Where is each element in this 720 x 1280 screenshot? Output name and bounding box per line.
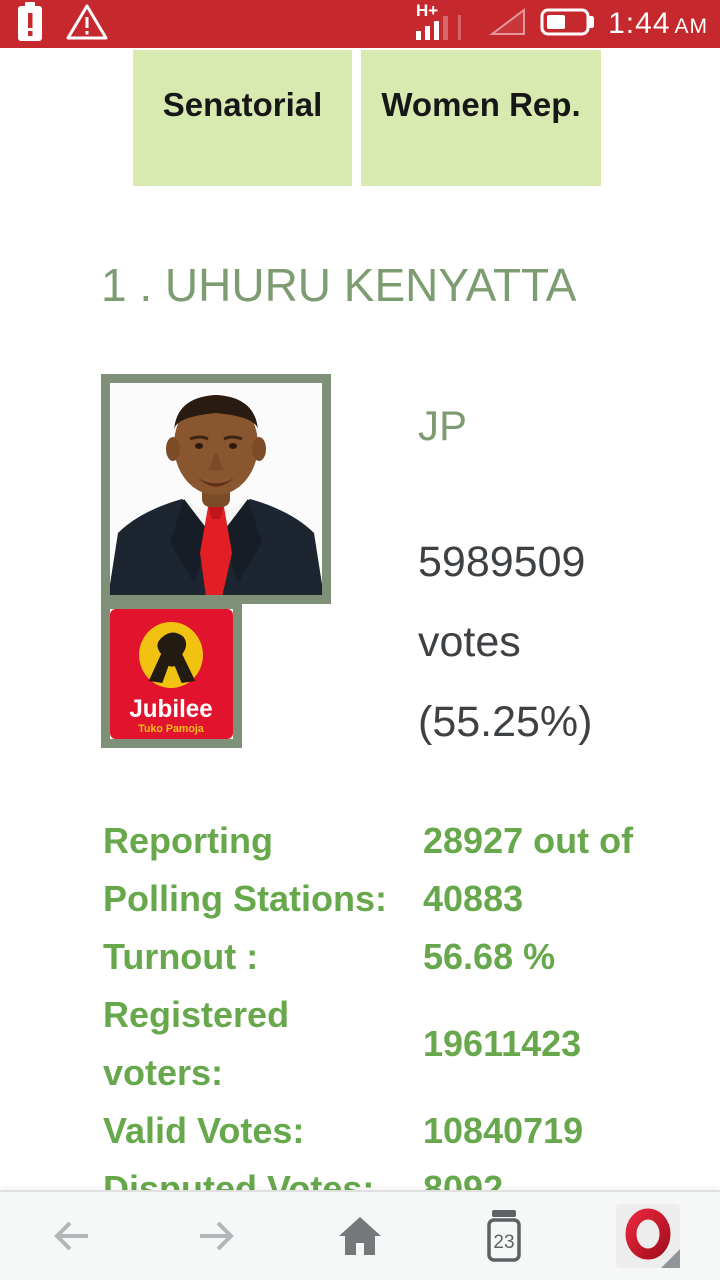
stat-row: Reporting Polling Stations: 28927 out of…	[103, 812, 703, 928]
tabs-icon: 23	[487, 1210, 521, 1262]
senatorial-button[interactable]: Senatorial	[133, 50, 352, 186]
party-slogan-label: Tuko Pamoja	[138, 723, 204, 735]
clock-period: AM	[674, 15, 708, 38]
stat-label: Registered voters:	[103, 994, 290, 1093]
party-code: JP	[418, 402, 468, 449]
battery-alert-icon	[16, 1, 44, 47]
stat-value: 10840719	[423, 1110, 584, 1151]
back-arrow-icon	[54, 1221, 88, 1251]
senatorial-button-label: Senatorial	[162, 86, 323, 123]
clock-time: 1:44 AM	[608, 7, 708, 40]
battery-level-icon	[540, 6, 596, 43]
tab-count-label: 23	[493, 1232, 514, 1253]
stat-label: Reporting Polling Stations:	[103, 820, 387, 919]
status-bar: H+ 1:44 AM	[0, 0, 720, 48]
stat-label: Turnout :	[103, 936, 259, 977]
party-name-label: Jubilee	[129, 696, 212, 723]
stat-row: Turnout : 56.68 %	[103, 928, 703, 986]
opera-menu-icon	[616, 1204, 680, 1268]
candidate-photo	[101, 374, 331, 604]
forward-arrow-icon	[200, 1221, 234, 1251]
browser-nav-bar: 23	[0, 1190, 720, 1280]
votes-text: 5989509 votes (55.25%)	[418, 538, 593, 746]
stat-value: 19611423	[423, 1023, 582, 1064]
stats-table: Reporting Polling Stations: 28927 out of…	[103, 812, 703, 1218]
home-icon	[339, 1217, 381, 1255]
stat-label: Valid Votes:	[103, 1110, 305, 1151]
forward-button[interactable]	[144, 1192, 288, 1280]
women-rep-button[interactable]: Women Rep.	[361, 50, 601, 186]
stat-value: 56.68 %	[423, 936, 556, 977]
home-button[interactable]	[288, 1192, 432, 1280]
tabs-button[interactable]: 23	[432, 1192, 576, 1280]
stat-row: Valid Votes: 10840719	[103, 1102, 703, 1160]
warning-triangle-icon	[64, 2, 110, 47]
candidate-heading: 1 . UHURU KENYATTA	[101, 259, 577, 311]
stat-row: Registered voters: 19611423	[103, 986, 703, 1102]
opera-menu-button[interactable]	[576, 1192, 720, 1280]
status-bar-right-icons: H+ 1:44 AM	[414, 1, 720, 48]
signal-strength-icon: H+	[414, 1, 476, 48]
women-rep-button-label: Women Rep.	[381, 86, 581, 123]
back-button[interactable]	[0, 1192, 144, 1280]
status-bar-left-icons	[0, 1, 110, 47]
stat-value: 28927 out of 40883	[423, 820, 634, 919]
party-logo: Jubilee Tuko Pamoja	[101, 604, 242, 748]
svg-text:H+: H+	[416, 1, 438, 20]
empty-signal-triangle-icon	[488, 7, 528, 42]
